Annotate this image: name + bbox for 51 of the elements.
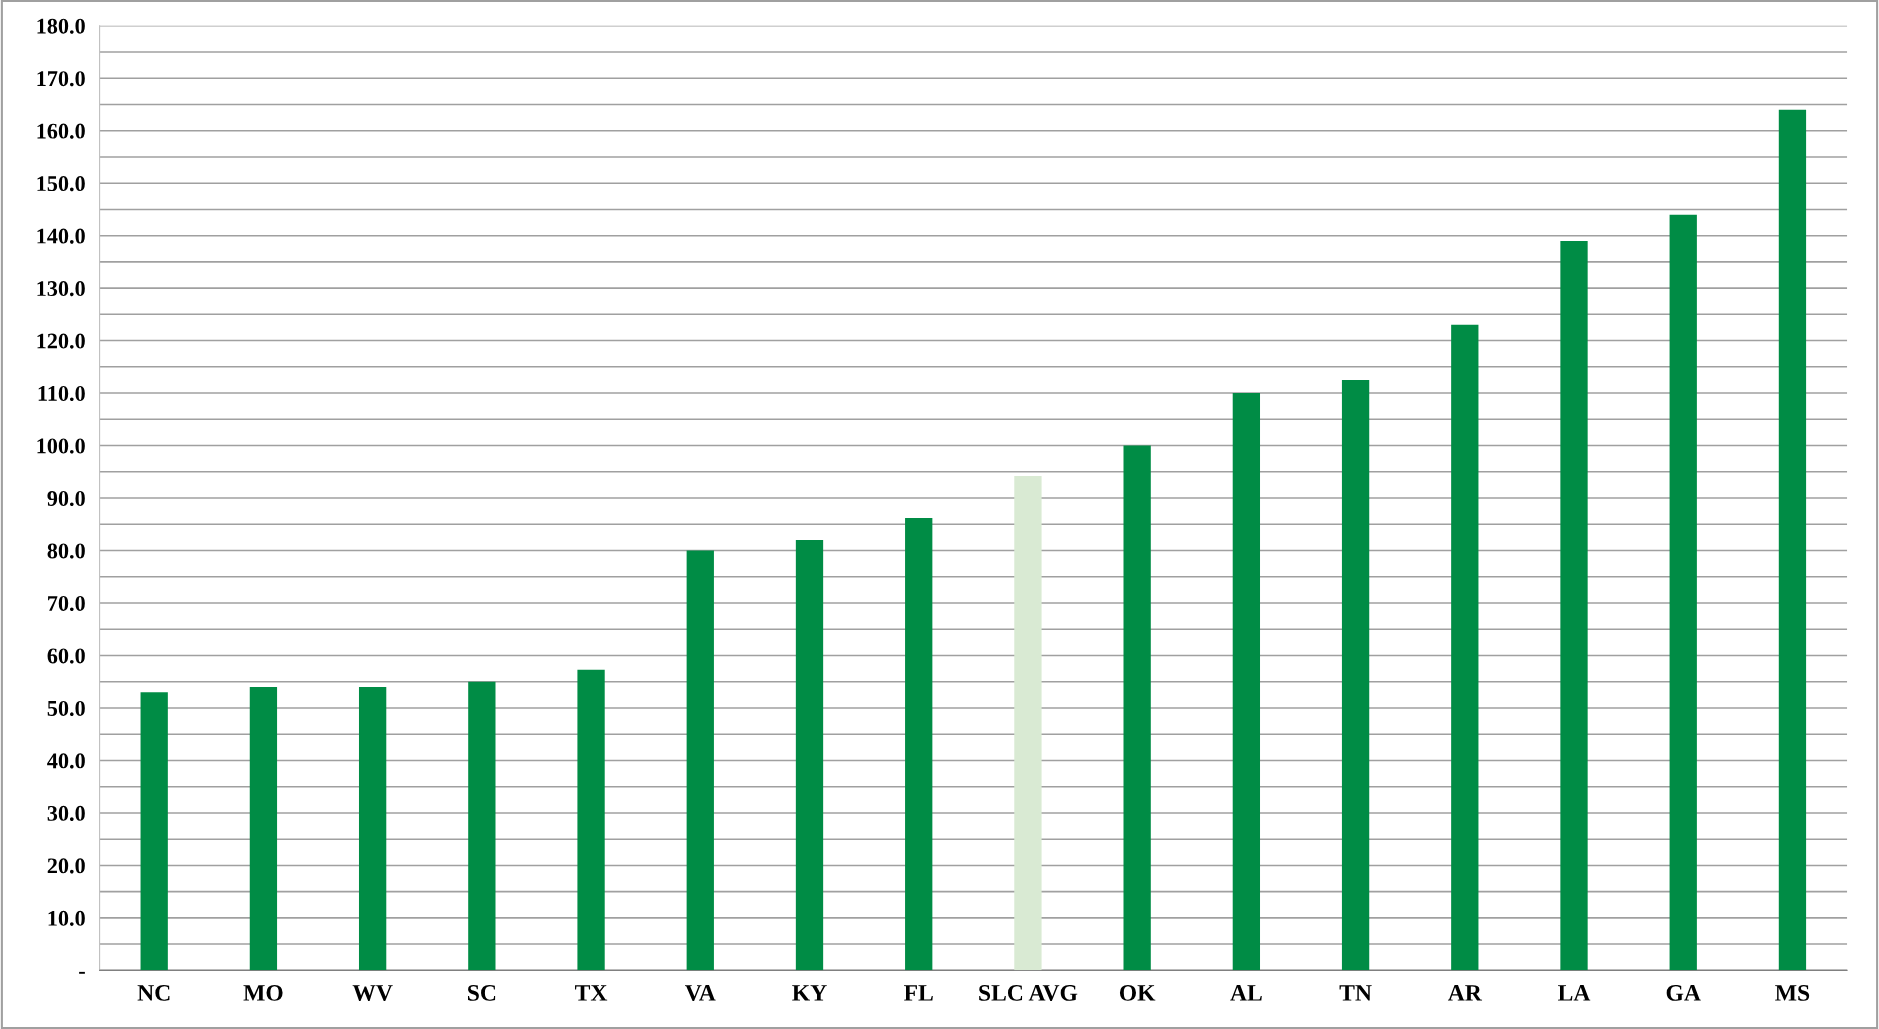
x-tick-label: AR (1447, 985, 1483, 1001)
y-tick-label: 30.0 (47, 805, 85, 821)
x-tick-label: TX (575, 985, 608, 1001)
x-tick-label: MS (1775, 984, 1810, 1001)
y-tick-label: 40.0 (47, 753, 85, 769)
y-tick-label: 90.0 (47, 490, 85, 507)
y-tick-label: 170.0 (37, 71, 85, 87)
x-tick-label: WV (352, 985, 393, 1001)
x-tick-label: FL (904, 985, 933, 1001)
x-tick-label: VA (685, 985, 716, 1001)
x-tick-label: LA (1558, 985, 1591, 1001)
bar (1341, 379, 1370, 971)
bar (795, 540, 824, 971)
bar (1123, 445, 1151, 971)
y-tick-label: 80.0 (47, 543, 85, 559)
x-tick-label: SC (468, 984, 496, 1001)
y-tick-label: 20.0 (47, 858, 85, 874)
x-tick-label: OK (1119, 984, 1156, 1001)
y-tick-label: 140.0 (37, 228, 85, 244)
bar (1232, 393, 1261, 971)
y-tick-label: - (79, 971, 85, 974)
bar (577, 669, 605, 971)
x-tick-label: TN (1339, 985, 1372, 1001)
y-tick-label: 100.0 (37, 438, 85, 454)
bar (358, 686, 387, 971)
x-tick-label: SLC AVG (979, 984, 1078, 1001)
bar (1014, 475, 1042, 971)
x-tick-label: GA (1666, 984, 1701, 1001)
y-tick-label: 50.0 (47, 700, 85, 716)
bar (468, 681, 496, 971)
bar (686, 550, 714, 971)
x-tick-label: NC (137, 984, 170, 1001)
x-tick-label: MO (243, 984, 283, 1001)
y-tick-label: 70.0 (48, 595, 85, 612)
y-tick-label: 160.0 (37, 123, 85, 139)
y-tick-label: 110.0 (38, 386, 85, 402)
y-tick-label: 120.0 (37, 333, 85, 349)
bar (905, 517, 933, 971)
bar (1778, 109, 1807, 971)
x-tick-label: AL (1230, 985, 1262, 1001)
y-tick-label: 60.0 (47, 648, 85, 664)
x-tick-label: KY (792, 985, 827, 1001)
y-tick-label: 150.0 (37, 176, 85, 192)
y-tick-label: 180.0 (37, 18, 85, 34)
bar (249, 686, 278, 971)
y-tick-label: 130.0 (37, 281, 85, 297)
bar (1560, 240, 1588, 971)
bar (1669, 214, 1697, 971)
y-tick-label: 10.0 (48, 910, 85, 926)
bar (140, 692, 168, 971)
bar (1451, 324, 1479, 971)
